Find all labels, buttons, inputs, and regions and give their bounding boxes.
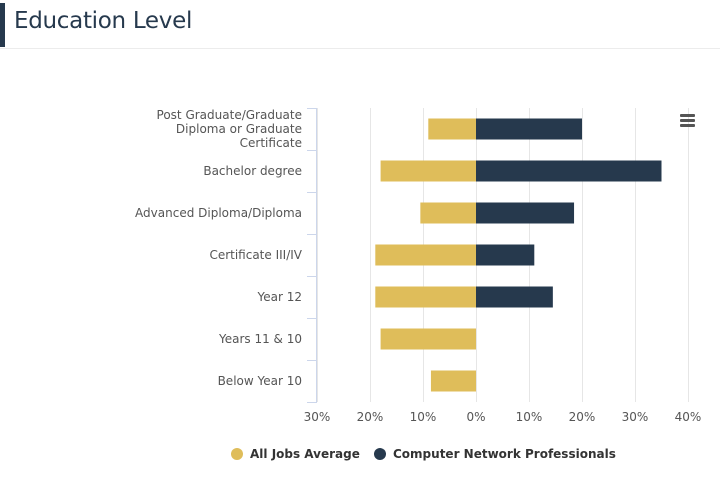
legend-item-all-jobs-average[interactable]: All Jobs Average <box>231 444 360 464</box>
axes <box>307 108 317 403</box>
header-accent-bar <box>0 3 5 47</box>
legend-label: All Jobs Average <box>250 447 360 461</box>
category-labels: Post Graduate/Graduate Diploma or Graduat… <box>135 108 303 388</box>
bar[interactable] <box>380 328 476 350</box>
x-tick-label: 0% <box>466 410 485 424</box>
legend-marker <box>231 448 243 460</box>
bar[interactable] <box>430 370 476 392</box>
page-title: Education Level <box>14 8 193 34</box>
category-label: Years 11 & 10 <box>218 332 302 346</box>
bar[interactable] <box>476 160 662 182</box>
bar[interactable] <box>476 286 553 308</box>
x-tick-label: 10% <box>516 410 543 424</box>
x-tick-label: 40% <box>675 410 702 424</box>
bar[interactable] <box>380 160 476 182</box>
bar[interactable] <box>428 118 476 140</box>
hamburger-menu-icon[interactable] <box>677 110 699 130</box>
chart-legend: All Jobs Average Computer Network Profes… <box>0 444 720 464</box>
x-tick-label: 20% <box>569 410 596 424</box>
legend-label: Computer Network Professionals <box>393 447 616 461</box>
category-label: Post Graduate/Graduate Diploma or Graduat… <box>157 108 302 150</box>
x-tick-label: 30% <box>622 410 649 424</box>
section-header: Education Level <box>0 0 720 49</box>
category-label: Below Year 10 <box>218 374 302 388</box>
category-label: Advanced Diploma/Diploma <box>135 206 302 220</box>
legend-marker <box>374 448 386 460</box>
bar[interactable] <box>420 202 476 224</box>
category-label: Certificate III/IV <box>209 248 302 262</box>
bar[interactable] <box>375 286 476 308</box>
x-tick-labels: 30% 20% 10% 0% 10% 20% 30% 40% <box>304 410 702 424</box>
category-label: Bachelor degree <box>203 164 302 178</box>
bars <box>375 118 662 392</box>
bar[interactable] <box>476 118 582 140</box>
bar[interactable] <box>375 244 476 266</box>
category-label: Year 12 <box>257 290 303 304</box>
x-tick-label: 20% <box>357 410 384 424</box>
x-tick-label: 30% <box>304 410 331 424</box>
legend-item-computer-network-professionals[interactable]: Computer Network Professionals <box>374 444 616 464</box>
x-tick-label: 10% <box>410 410 437 424</box>
bar[interactable] <box>476 202 575 224</box>
bar[interactable] <box>476 244 535 266</box>
